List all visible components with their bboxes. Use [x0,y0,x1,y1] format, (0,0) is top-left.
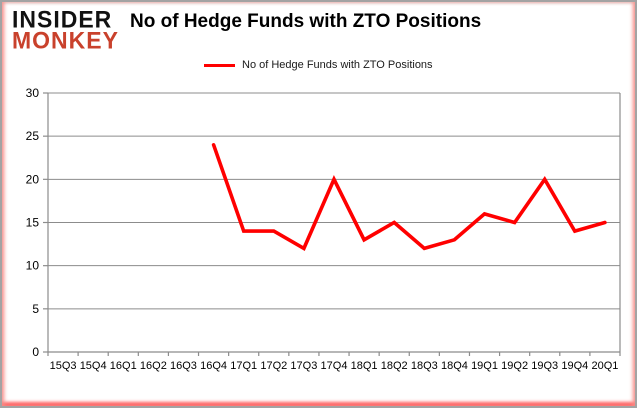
line-chart: 0 5 10 15 20 25 30 15Q3 15Q4 16Q1 16Q2 16Q3 16Q4 17Q1… [26,86,621,372]
legend-label: No of Hedge Funds with ZTO Positions [242,59,433,71]
insider-monkey-logo: INSIDER MONKEY [12,5,119,54]
x-tick-label: 18Q2 [381,360,408,372]
x-tick-label: 17Q3 [290,360,317,372]
x-tick-label: 16Q2 [140,360,167,372]
y-tick-label: 15 [26,216,40,230]
x-tick-label: 16Q1 [110,360,137,372]
y-tick-label: 20 [26,172,40,186]
logo-monkey-text: MONKEY [12,26,119,54]
x-tick-label: 18Q3 [411,360,438,372]
x-tick-label: 19Q2 [501,360,528,372]
x-tick-label: 15Q3 [50,360,77,372]
x-tick-label: 17Q4 [321,360,348,372]
series-line-zto [211,142,607,251]
chart-title: No of Hedge Funds with ZTO Positions [130,11,482,32]
x-tick-label: 17Q2 [260,360,287,372]
legend: No of Hedge Funds with ZTO Positions [204,59,433,71]
x-tick-label: 19Q4 [561,360,588,372]
y-tick-label: 5 [32,302,39,316]
x-tick-label: 18Q4 [441,360,468,372]
logo-insider-text: INSIDER [12,5,113,33]
x-tick-label: 19Q3 [531,360,558,372]
x-tick-label: 20Q1 [591,360,618,372]
x-tick-label: 16Q3 [170,360,197,372]
x-tick-label: 18Q1 [351,360,378,372]
x-tick-label: 15Q4 [80,360,107,372]
x-tick-label: 19Q1 [471,360,498,372]
x-tick-label: 17Q1 [230,360,257,372]
y-tick-label: 25 [26,129,40,143]
y-tick-label: 30 [26,86,40,100]
x-tick-label: 16Q4 [200,360,227,372]
legend-line-swatch [204,63,235,67]
y-tick-label: 0 [32,345,39,359]
y-tick-label: 10 [26,259,40,273]
